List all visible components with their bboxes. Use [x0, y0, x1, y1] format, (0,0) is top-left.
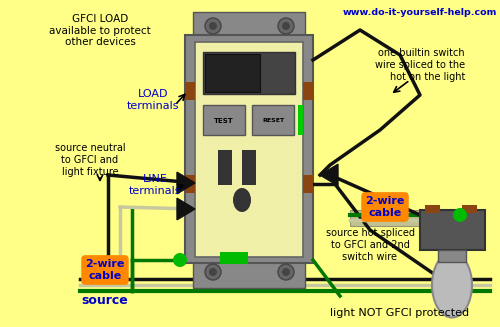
- Polygon shape: [177, 198, 195, 220]
- Text: GFCI LOAD
available to protect
other devices: GFCI LOAD available to protect other dev…: [49, 14, 151, 47]
- Circle shape: [205, 18, 221, 34]
- Bar: [218, 150, 232, 185]
- Bar: [303, 82, 313, 100]
- Bar: [185, 175, 195, 193]
- Bar: [242, 150, 256, 185]
- Bar: [203, 52, 295, 94]
- Bar: [185, 82, 195, 100]
- Text: LINE
terminals: LINE terminals: [129, 174, 181, 196]
- Ellipse shape: [233, 188, 251, 212]
- Bar: [205, 54, 260, 92]
- Circle shape: [278, 18, 294, 34]
- Text: source: source: [82, 294, 128, 306]
- Bar: [203, 105, 245, 135]
- Bar: [252, 105, 294, 135]
- Circle shape: [173, 253, 187, 267]
- Circle shape: [453, 208, 467, 222]
- Text: www.do-it-yourself-help.com: www.do-it-yourself-help.com: [342, 8, 497, 17]
- Bar: [298, 105, 303, 135]
- Text: 2-wire
cable: 2-wire cable: [366, 196, 405, 218]
- Text: light NOT GFCI protected: light NOT GFCI protected: [330, 308, 469, 318]
- Circle shape: [278, 264, 294, 280]
- Text: LOAD
terminals: LOAD terminals: [127, 89, 179, 111]
- Text: TEST: TEST: [214, 118, 234, 124]
- Bar: [195, 42, 303, 257]
- Bar: [193, 12, 305, 40]
- Text: source hot spliced
to GFCI and 2nd
switch wire: source hot spliced to GFCI and 2nd switc…: [326, 228, 414, 262]
- Circle shape: [209, 22, 217, 30]
- Bar: [350, 210, 450, 226]
- Text: one builtin switch
wire spliced to the
hot on the light: one builtin switch wire spliced to the h…: [375, 48, 465, 82]
- Circle shape: [205, 264, 221, 280]
- Bar: [185, 35, 313, 263]
- Bar: [303, 175, 313, 193]
- Bar: [425, 205, 440, 213]
- Bar: [220, 252, 248, 264]
- Text: 2-wire
cable: 2-wire cable: [86, 259, 124, 281]
- Ellipse shape: [432, 252, 472, 318]
- Bar: [193, 258, 305, 288]
- Text: source neutral
to GFCI and
light fixture: source neutral to GFCI and light fixture: [54, 144, 126, 177]
- Polygon shape: [320, 164, 338, 186]
- Bar: [438, 250, 466, 262]
- Circle shape: [282, 268, 290, 276]
- Bar: [420, 210, 485, 250]
- Polygon shape: [177, 172, 195, 194]
- Bar: [462, 205, 477, 213]
- Circle shape: [209, 268, 217, 276]
- Text: RESET: RESET: [262, 118, 284, 124]
- Circle shape: [282, 22, 290, 30]
